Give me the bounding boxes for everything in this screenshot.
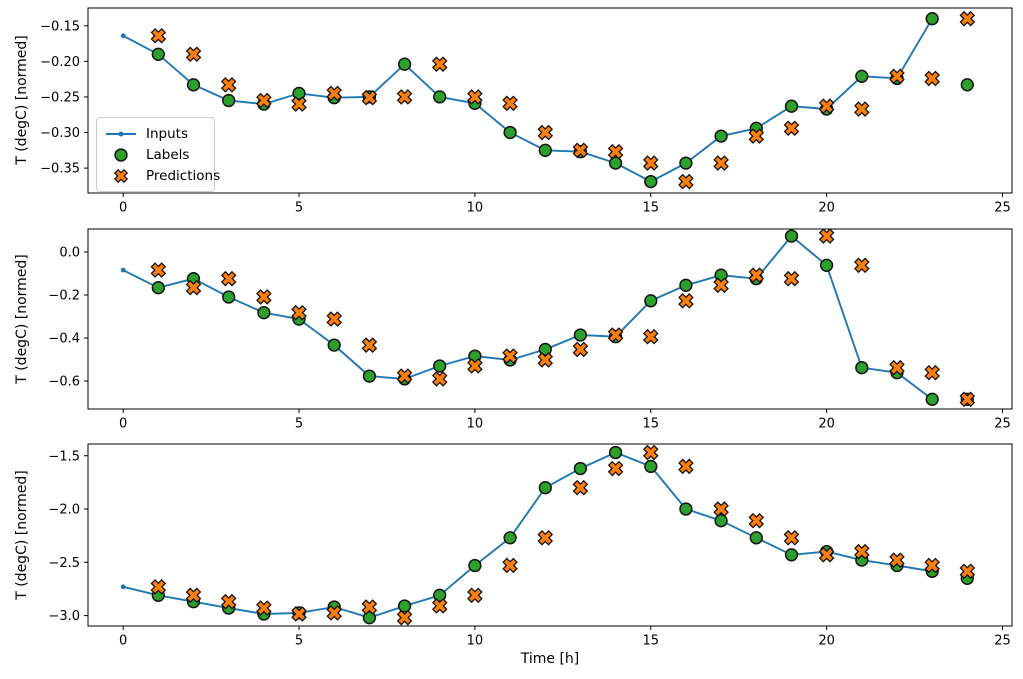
y-axis-label-bottom: T (degC) [normed] <box>14 470 30 600</box>
x-axis-label: Time [h] <box>520 651 580 667</box>
legend: Inputs Labels Predictions <box>96 117 220 192</box>
svg-text:−2.5: −2.5 <box>48 556 80 571</box>
svg-text:20: 20 <box>818 201 835 216</box>
svg-text:−3.0: −3.0 <box>48 609 80 624</box>
svg-text:15: 15 <box>642 417 659 432</box>
svg-text:15: 15 <box>642 634 659 649</box>
predictions-x-icon <box>113 168 129 183</box>
svg-text:0: 0 <box>119 201 127 216</box>
svg-text:15: 15 <box>642 201 659 216</box>
y-axis-label-middle: T (degC) [normed] <box>14 254 30 384</box>
svg-text:−1.5: −1.5 <box>48 449 80 464</box>
legend-label-predictions: Predictions <box>146 167 221 184</box>
legend-label-inputs: Inputs <box>146 125 188 142</box>
svg-text:−0.25: −0.25 <box>40 91 80 106</box>
svg-text:0: 0 <box>119 634 127 649</box>
legend-item-labels: Labels <box>104 144 206 165</box>
svg-text:5: 5 <box>295 417 303 432</box>
svg-text:−0.6: −0.6 <box>48 375 80 390</box>
svg-text:25: 25 <box>994 634 1011 649</box>
svg-text:5: 5 <box>295 201 303 216</box>
svg-text:−0.30: −0.30 <box>40 126 80 141</box>
svg-text:10: 10 <box>467 634 484 649</box>
legend-label-labels: Labels <box>146 146 190 163</box>
svg-text:5: 5 <box>295 634 303 649</box>
svg-text:−0.15: −0.15 <box>40 19 80 34</box>
y-axis-label-top: T (degC) [normed] <box>14 35 30 165</box>
svg-text:0.0: 0.0 <box>59 246 80 261</box>
inputs-line-icon <box>106 131 136 136</box>
svg-text:10: 10 <box>467 417 484 432</box>
svg-text:25: 25 <box>994 417 1011 432</box>
svg-text:25: 25 <box>994 201 1011 216</box>
svg-text:20: 20 <box>818 417 835 432</box>
svg-text:−0.20: −0.20 <box>40 55 80 70</box>
legend-item-predictions: Predictions <box>104 165 220 186</box>
svg-text:20: 20 <box>818 634 835 649</box>
svg-text:0: 0 <box>119 417 127 432</box>
svg-text:10: 10 <box>467 201 484 216</box>
labels-circle-icon <box>114 147 128 162</box>
svg-text:−2.0: −2.0 <box>48 503 80 518</box>
svg-text:−0.35: −0.35 <box>40 162 80 177</box>
legend-item-inputs: Inputs <box>104 123 206 144</box>
svg-text:−0.2: −0.2 <box>48 289 80 304</box>
svg-text:−0.4: −0.4 <box>48 332 80 347</box>
